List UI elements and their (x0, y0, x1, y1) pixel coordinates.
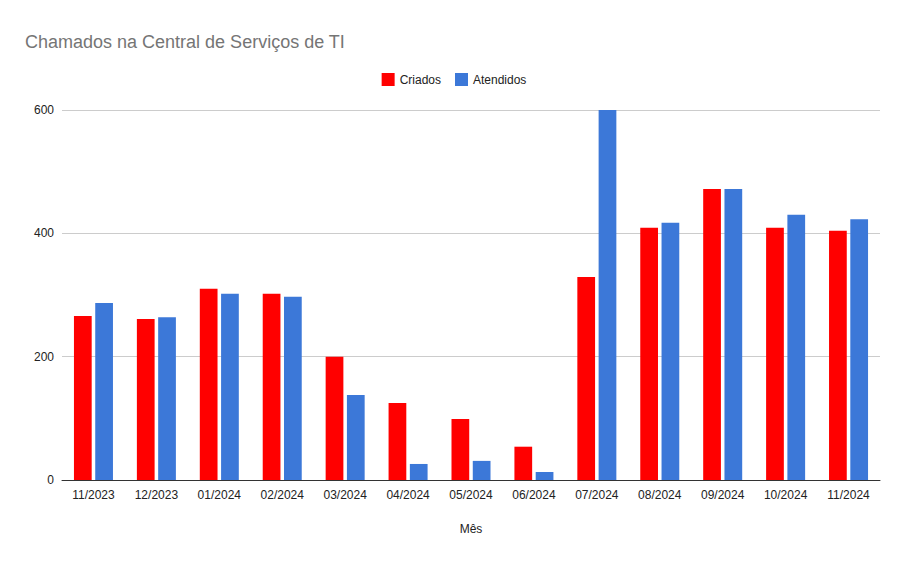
svg-text:02/2024: 02/2024 (261, 488, 305, 502)
svg-text:Criados: Criados (400, 73, 441, 87)
svg-text:Chamados na Central de Serviço: Chamados na Central de Serviços de TI (25, 32, 345, 52)
svg-text:10/2024: 10/2024 (764, 488, 808, 502)
svg-text:200: 200 (34, 350, 54, 364)
svg-text:04/2024: 04/2024 (386, 488, 430, 502)
svg-text:01/2024: 01/2024 (198, 488, 242, 502)
svg-text:07/2024: 07/2024 (575, 488, 619, 502)
svg-text:12/2023: 12/2023 (135, 488, 179, 502)
svg-text:0: 0 (47, 473, 54, 487)
svg-text:600: 600 (34, 103, 54, 117)
svg-text:08/2024: 08/2024 (638, 488, 682, 502)
svg-text:05/2024: 05/2024 (449, 488, 493, 502)
svg-text:09/2024: 09/2024 (701, 488, 745, 502)
svg-text:06/2024: 06/2024 (512, 488, 556, 502)
svg-text:400: 400 (34, 226, 54, 240)
svg-text:11/2023: 11/2023 (72, 488, 115, 502)
svg-text:Atendidos: Atendidos (473, 73, 526, 87)
svg-text:Mês: Mês (460, 522, 483, 536)
svg-text:11/2024: 11/2024 (827, 488, 870, 502)
svg-text:03/2024: 03/2024 (323, 488, 367, 502)
